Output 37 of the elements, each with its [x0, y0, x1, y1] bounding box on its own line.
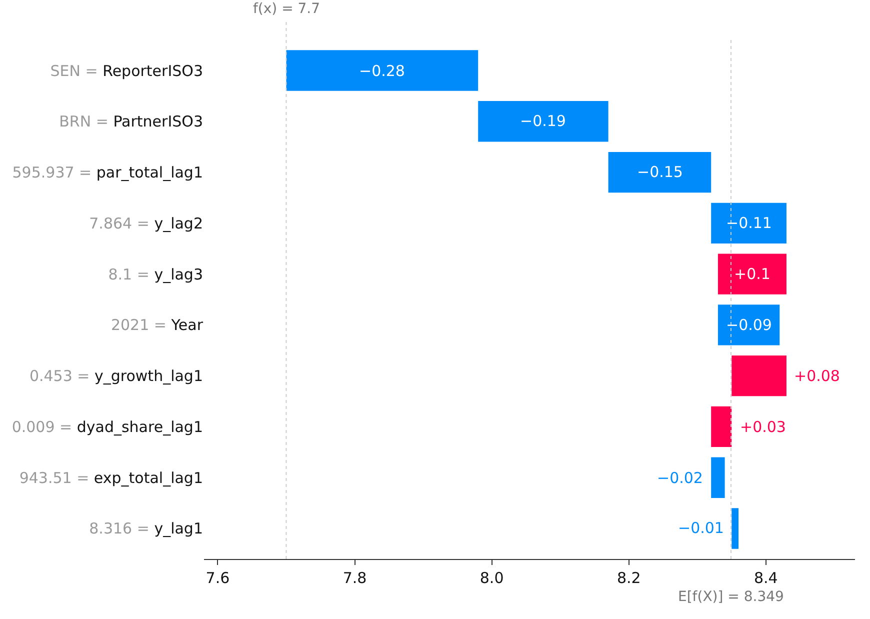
bar — [732, 355, 786, 396]
y-tick-label: 8.316 = y_lag1 — [89, 520, 203, 538]
bar — [711, 202, 786, 244]
bar — [718, 304, 780, 346]
x-tick-label: 7.8 — [342, 569, 367, 587]
x-tick-label: 8.4 — [754, 569, 778, 587]
data-label: −0.11 — [726, 214, 772, 232]
y-tick-label: 2021 = Year — [110, 316, 204, 334]
bar — [732, 508, 739, 549]
bar — [711, 406, 732, 448]
y-tick-label: 0.009 = dyad_share_lag1 — [12, 418, 203, 436]
data-label: −0.19 — [520, 112, 566, 130]
bar — [286, 50, 478, 91]
x-tick-label: 7.6 — [206, 569, 230, 587]
bar — [711, 457, 725, 498]
x-tick-label: 8.0 — [480, 569, 504, 587]
data-label: +0.1 — [734, 265, 770, 283]
bar — [608, 152, 712, 193]
data-label: +0.08 — [794, 367, 840, 385]
y-tick-label: 8.1 = y_lag3 — [108, 265, 203, 284]
bar — [478, 101, 608, 142]
data-label: −0.02 — [657, 469, 703, 487]
y-tick-label: 7.864 = y_lag2 — [89, 214, 203, 232]
data-label: −0.01 — [678, 519, 724, 537]
data-label: +0.03 — [740, 418, 786, 436]
data-label: −0.15 — [637, 163, 683, 181]
y-tick-label: 0.453 = y_growth_lag1 — [29, 367, 203, 386]
data-label: −0.09 — [726, 316, 772, 334]
y-tick-label: 595.937 = par_total_lag1 — [12, 164, 203, 182]
bar — [718, 254, 786, 294]
data-label: −0.28 — [359, 62, 405, 80]
ref-line-label: E[f(X)] = 8.349 — [678, 589, 784, 605]
y-tick-label: 943.51 = exp_total_lag1 — [19, 468, 203, 487]
x-tick-label: 8.2 — [616, 569, 641, 587]
y-tick-label: BRN = PartnerISO3 — [59, 112, 203, 131]
y-tick-label: SEN = ReporterISO3 — [50, 62, 203, 80]
ref-line-label: f(x) = 7.7 — [253, 1, 320, 17]
